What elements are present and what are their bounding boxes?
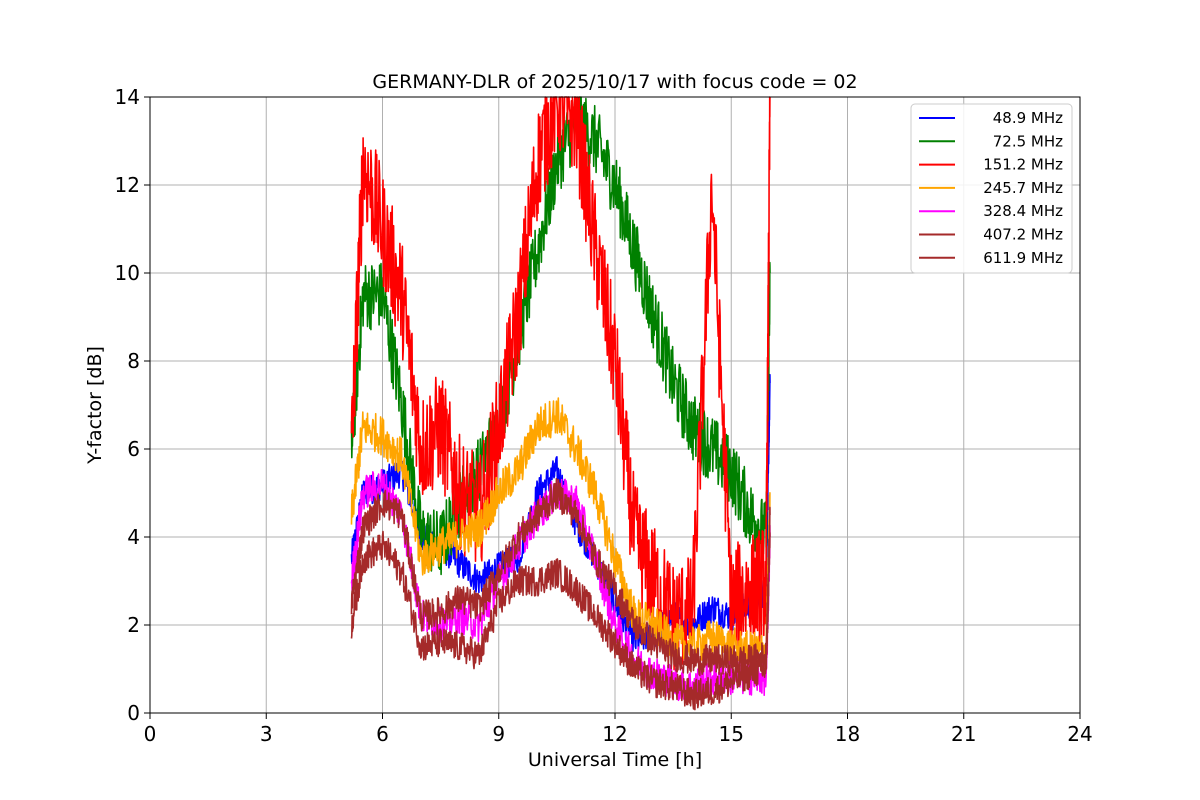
legend-label: 151.2 MHz (983, 156, 1063, 174)
legend-label: 407.2 MHz (983, 226, 1063, 244)
legend-box (910, 103, 1073, 274)
y-tick-label: 10 (115, 261, 140, 285)
x-tick-label: 21 (951, 722, 976, 746)
x-tick-label: 24 (1067, 722, 1092, 746)
series-line (350, 477, 771, 677)
y-tick-label: 8 (127, 349, 140, 373)
x-axis-label: Universal Time [h] (528, 749, 702, 771)
x-tick-label: 9 (492, 722, 505, 746)
legend-label: 611.9 MHz (983, 249, 1063, 267)
series-line (350, 530, 771, 711)
x-tick-label: 18 (835, 722, 860, 746)
legend: 48.9 MHz 72.5 MHz 151.2 MHz 245.7 MHz 328.4 … (910, 103, 1073, 274)
plot-series (350, 96, 771, 711)
x-tick-label: 3 (260, 722, 273, 746)
y-tick-label: 14 (115, 85, 140, 109)
chart-title: GERMANY-DLR of 2025/10/17 with focus cod… (372, 71, 857, 93)
legend-label: 72.5 MHz (993, 132, 1063, 150)
y-tick-label: 6 (127, 437, 140, 461)
x-tick-label: 6 (376, 722, 389, 746)
legend-label: 48.9 MHz (993, 109, 1063, 127)
x-tick-label: 15 (719, 722, 744, 746)
y-tick-label: 2 (127, 613, 140, 637)
y-tick-label: 4 (127, 525, 140, 549)
y-tick-label: 0 (127, 701, 140, 725)
legend-label: 245.7 MHz (983, 179, 1063, 197)
y-axis-label: Y-factor [dB] (84, 346, 106, 465)
x-tick-label: 12 (602, 722, 627, 746)
y-tick-label: 12 (115, 173, 140, 197)
x-tick-label: 0 (144, 722, 157, 746)
legend-label: 328.4 MHz (983, 202, 1063, 220)
